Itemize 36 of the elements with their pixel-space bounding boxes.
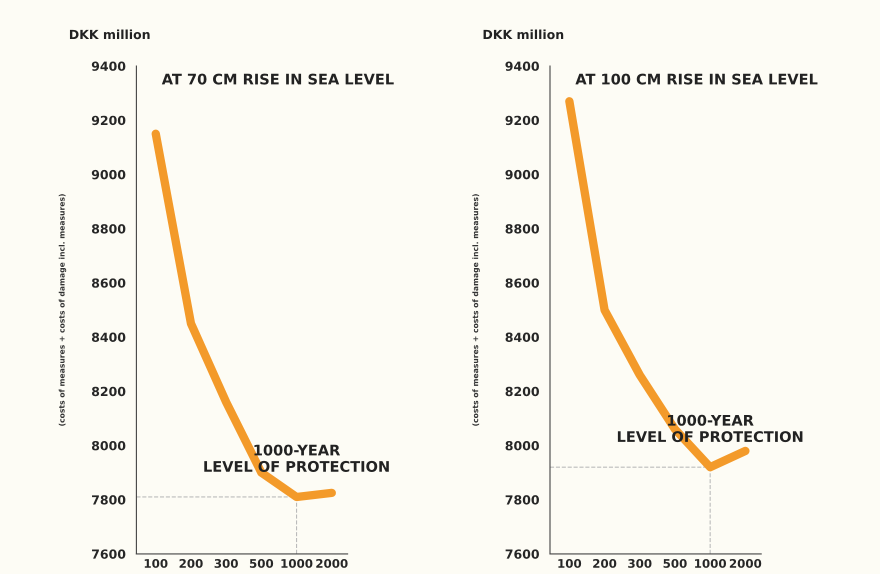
y-tick-label: 8400 — [92, 332, 126, 342]
x-tick-label: 300 — [628, 558, 652, 568]
y-tick-label: 9000 — [505, 170, 539, 180]
x-tick-label: 200 — [593, 558, 616, 568]
y-tick-label: 8600 — [506, 278, 539, 288]
x-tick-label: 2000 — [316, 558, 348, 568]
x-tick-label: 200 — [180, 558, 203, 568]
y-tick-label: 9000 — [92, 170, 126, 180]
x-tick-label: 2000 — [730, 558, 762, 568]
y-tick-label: 8800 — [92, 224, 126, 234]
chart-subtitle: DKK million — [484, 30, 564, 40]
y-tick-label: 8000 — [92, 440, 126, 450]
y-tick-label: 7800 — [92, 495, 126, 505]
x-tick-label: 500 — [664, 558, 687, 568]
y-tick-label: 9200 — [92, 116, 126, 126]
x-tick-label: 1000 — [281, 558, 312, 568]
chart-title: AT 70 CM RISE IN SEA LEVEL — [162, 74, 394, 85]
y-tick-label: 9400 — [92, 61, 126, 71]
y-tick-label: 8800 — [506, 224, 539, 234]
y-tick-label: 9200 — [505, 116, 539, 126]
y-tick-label: 8200 — [506, 386, 539, 396]
y-tick-label: 8600 — [92, 278, 126, 288]
chart-title: AT 100 CM RISE IN SEA LEVEL — [575, 74, 818, 85]
y-tick-label: 8200 — [92, 386, 126, 396]
y-tick-label: 8000 — [506, 440, 539, 450]
x-tick-label: 1000 — [695, 558, 726, 568]
y-tick-label: 9400 — [505, 61, 539, 71]
x-tick-label: 300 — [214, 558, 238, 568]
x-tick-label: 100 — [144, 558, 168, 568]
x-tick-label: 500 — [250, 558, 274, 568]
y-tick-label: 8400 — [506, 332, 539, 342]
y-tick-label: 7800 — [506, 495, 539, 505]
y-tick-label: 7600 — [506, 549, 539, 559]
x-tick-label: 100 — [558, 558, 582, 568]
y-tick-label: 7600 — [92, 549, 126, 559]
chart-subtitle: DKK million — [70, 30, 150, 40]
